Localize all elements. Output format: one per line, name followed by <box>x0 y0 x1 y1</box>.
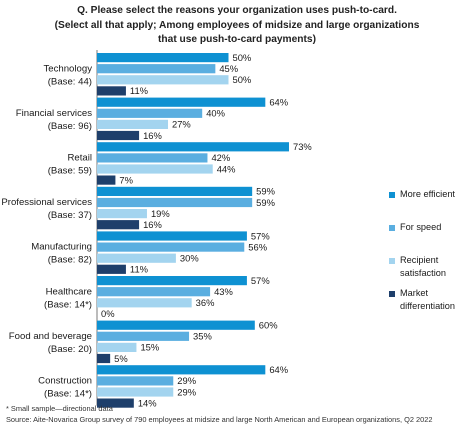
data-label-food-and-beverage-recipient-satisfaction: 15% <box>140 342 159 353</box>
data-label-retail-recipient-satisfaction: 44% <box>217 163 236 174</box>
legend-label-market-differentiation-line-1: Market <box>400 288 429 298</box>
bar-construction-recipient-satisfaction <box>97 387 174 397</box>
bar-manufacturing-for-speed <box>97 242 245 252</box>
bar-manufacturing-market-differentiation <box>97 264 126 274</box>
data-label-financial-services-market-differentiation: 16% <box>143 130 162 141</box>
bar-construction-for-speed <box>97 376 174 386</box>
data-label-construction-market-differentiation: 14% <box>138 397 157 408</box>
legend-label-more-efficient: More efficient <box>400 189 455 199</box>
legend-label-recipient-satisfaction: Recipient satisfaction <box>400 254 446 279</box>
data-label-healthcare-recipient-satisfaction: 36% <box>196 297 215 308</box>
data-label-manufacturing-more-efficient: 57% <box>251 230 270 241</box>
category-label-professional-services-2: (Base: 37) <box>48 210 92 221</box>
data-label-food-and-beverage-market-differentiation: 5% <box>114 353 128 364</box>
chart-title: Q. Please select the reasons your organi… <box>0 4 474 48</box>
bar-food-and-beverage-recipient-satisfaction <box>97 342 137 352</box>
legend-label-recipient-satisfaction-line-1: Recipient <box>400 255 439 265</box>
data-label-retail-more-efficient: 73% <box>293 141 312 152</box>
bar-financial-services-recipient-satisfaction <box>97 119 169 129</box>
category-label-financial-services-1: Financial services <box>16 108 92 119</box>
bar-retail-recipient-satisfaction <box>97 164 213 174</box>
data-label-professional-services-for-speed: 59% <box>256 197 275 208</box>
bar-construction-more-efficient <box>97 365 266 375</box>
bar-healthcare-recipient-satisfaction <box>97 298 192 308</box>
bar-retail-more-efficient <box>97 142 289 152</box>
data-label-retail-market-differentiation: 7% <box>119 174 133 185</box>
legend-swatch-for-speed <box>389 225 395 231</box>
category-label-technology-2: (Base: 44) <box>48 76 92 87</box>
data-label-manufacturing-market-differentiation: 11% <box>130 264 148 275</box>
legend-label-for-speed: For speed <box>400 222 442 232</box>
data-label-technology-market-differentiation: 11% <box>130 85 148 96</box>
data-label-construction-for-speed: 29% <box>177 375 196 386</box>
category-label-financial-services-2: (Base: 96) <box>48 121 92 132</box>
legend-swatch-more-efficient <box>389 192 395 198</box>
data-label-healthcare-for-speed: 43% <box>214 286 233 297</box>
bar-construction-market-differentiation <box>97 398 134 408</box>
data-label-manufacturing-recipient-satisfaction: 30% <box>180 253 199 264</box>
data-label-construction-recipient-satisfaction: 29% <box>177 386 196 397</box>
bar-retail-for-speed <box>97 153 208 163</box>
category-label-food-and-beverage-1: Food and beverage <box>9 331 92 342</box>
data-label-financial-services-recipient-satisfaction: 27% <box>172 119 191 130</box>
category-label-construction-1: Construction <box>38 375 92 386</box>
legend-label-market-differentiation: Market differentiation <box>400 287 455 312</box>
bar-food-and-beverage-for-speed <box>97 331 190 341</box>
category-label-food-and-beverage-2: (Base: 20) <box>48 344 92 355</box>
bar-professional-services-more-efficient <box>97 186 253 196</box>
data-label-financial-services-for-speed: 40% <box>206 108 225 119</box>
category-label-healthcare-2: (Base: 14*) <box>44 299 92 310</box>
data-label-financial-services-more-efficient: 64% <box>269 97 288 108</box>
bar-technology-market-differentiation <box>97 86 126 96</box>
bar-financial-services-more-efficient <box>97 97 266 107</box>
data-label-construction-more-efficient: 64% <box>269 364 288 375</box>
chart-title-line-3: that use push-to-card payments) <box>158 34 316 45</box>
data-label-professional-services-market-differentiation: 16% <box>143 219 162 230</box>
bar-technology-for-speed <box>97 64 216 74</box>
bar-food-and-beverage-more-efficient <box>97 320 255 330</box>
category-label-professional-services-1: Professional services <box>1 197 92 208</box>
data-label-healthcare-market-differentiation: 0% <box>101 308 115 319</box>
bar-financial-services-market-differentiation <box>97 130 140 141</box>
bar-manufacturing-more-efficient <box>97 231 247 241</box>
bar-healthcare-for-speed <box>97 287 211 297</box>
category-label-retail-2: (Base: 59) <box>48 165 92 176</box>
bar-professional-services-market-differentiation <box>97 220 140 230</box>
category-label-technology-1: Technology <box>43 63 92 74</box>
data-label-technology-for-speed: 45% <box>219 63 238 74</box>
data-label-technology-recipient-satisfaction: 50% <box>233 74 252 85</box>
category-label-healthcare-1: Healthcare <box>46 286 92 297</box>
data-label-food-and-beverage-for-speed: 35% <box>193 331 212 342</box>
bar-manufacturing-recipient-satisfaction <box>97 253 176 263</box>
legend-label-recipient-satisfaction-line-2: satisfaction <box>400 267 446 278</box>
data-label-healthcare-more-efficient: 57% <box>251 275 270 286</box>
chart-title-line-1: Q. Please select the reasons your organi… <box>77 5 397 16</box>
data-label-technology-more-efficient: 50% <box>233 52 252 63</box>
bar-retail-market-differentiation <box>97 175 116 185</box>
data-label-manufacturing-for-speed: 56% <box>248 241 267 252</box>
bar-professional-services-for-speed <box>97 197 253 208</box>
legend-swatch-recipient-satisfaction <box>389 258 395 264</box>
footnote-small-sample: * Small sample—directional data <box>6 404 113 413</box>
data-label-retail-for-speed: 42% <box>211 152 230 163</box>
legend-label-market-differentiation-line-2: differentiation <box>400 300 455 311</box>
data-label-professional-services-recipient-satisfaction: 19% <box>151 208 170 219</box>
category-label-manufacturing-2: (Base: 82) <box>48 255 92 266</box>
data-label-professional-services-more-efficient: 59% <box>256 186 275 197</box>
bar-technology-recipient-satisfaction <box>97 75 229 85</box>
bar-healthcare-more-efficient <box>97 276 247 286</box>
category-label-retail-1: Retail <box>67 152 92 163</box>
footnote-source: Source: Aite-Novarica Group survey of 79… <box>6 415 433 424</box>
data-label-food-and-beverage-more-efficient: 60% <box>259 320 278 331</box>
bar-financial-services-for-speed <box>97 108 203 118</box>
chart-title-line-2: (Select all that apply; Among employees … <box>54 19 420 31</box>
bar-technology-more-efficient <box>97 53 229 63</box>
legend-swatch-market-differentiation <box>389 291 395 297</box>
category-label-construction-2: (Base: 14*) <box>44 388 92 399</box>
bar-food-and-beverage-market-differentiation <box>97 353 111 364</box>
bar-professional-services-recipient-satisfaction <box>97 209 147 219</box>
category-label-manufacturing-1: Manufacturing <box>31 242 92 253</box>
